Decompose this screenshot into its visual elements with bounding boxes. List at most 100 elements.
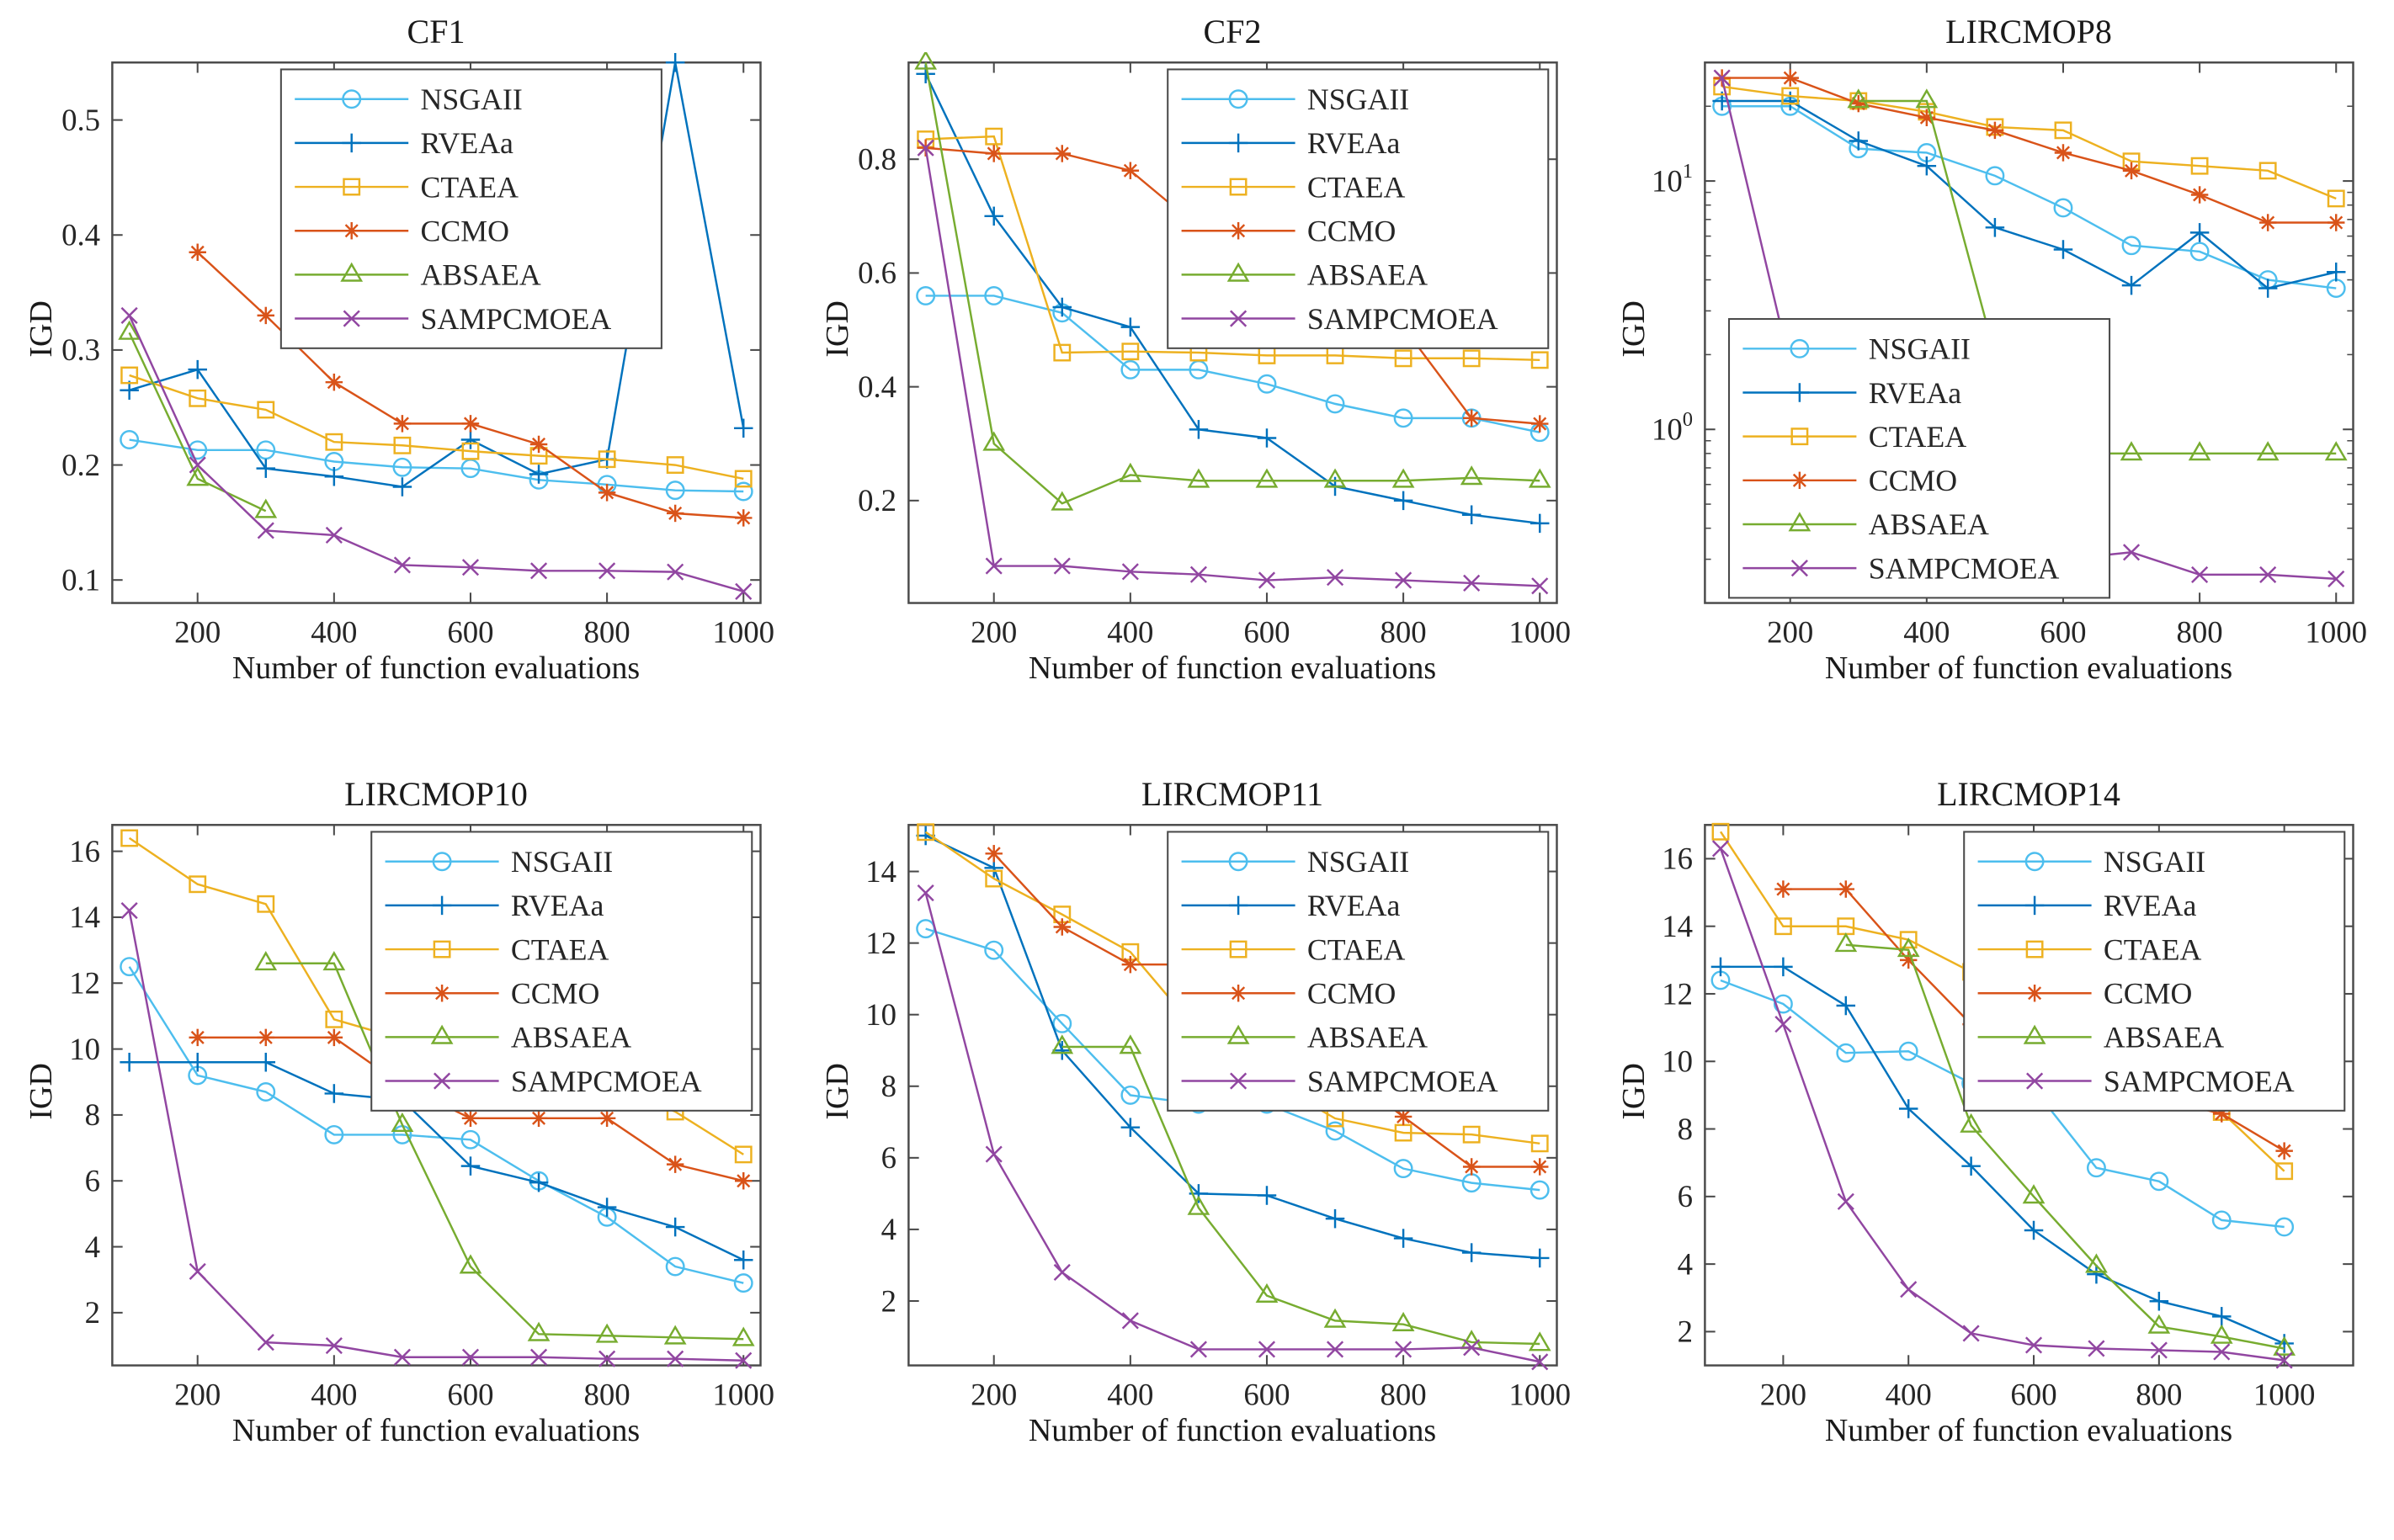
y-tick-label: 0.5	[61, 103, 100, 137]
legend-item-CCMO: CCMO	[1742, 464, 1957, 497]
legend-label: CCMO	[1869, 464, 1957, 497]
x-axis-label: Number of function evaluations	[231, 1412, 641, 1448]
legend-label: CCMO	[2104, 976, 2192, 1010]
x-tick-label: 200	[971, 1377, 1017, 1411]
legend-item-ABSAEA: ABSAEA	[1742, 507, 1989, 541]
legend: NSGAII RVEAa CTAEA CCMO ABSAEA SAMPCMOEA	[370, 831, 753, 1112]
x-tick-label: 800	[2136, 1377, 2182, 1411]
legend-label: RVEAa	[421, 126, 514, 160]
y-tick-label: 16	[1662, 842, 1693, 876]
legend-item-ABSAEA: ABSAEA	[1181, 258, 1428, 292]
chart-body: IGD 200 400 600 800 1000 2 4 6 8 10 12 14 NSGAII RVEA…	[818, 815, 1576, 1417]
series-NSGAII	[1712, 96, 2346, 298]
legend-label: RVEAa	[1307, 126, 1401, 160]
chart-title: CF1	[407, 13, 466, 50]
x-tick-label: 400	[311, 615, 357, 650]
series-SAMPCMOEA	[1711, 840, 2293, 1369]
figure-grid: CF1 IGD 200 400 600 800 1000 0.1 0.2 0.3 0.4 0.5 N…	[22, 12, 2372, 1449]
chart-title: LIRCMOP11	[1141, 774, 1324, 813]
y-axis-label: IGD	[1616, 1063, 1652, 1120]
x-tick-label: 600	[2040, 615, 2086, 650]
legend-label: ABSAEA	[1307, 1021, 1428, 1054]
x-tick-label: 200	[1760, 1377, 1806, 1411]
legend-label: CTAEA	[421, 170, 519, 204]
plot-canvas-lircmop10: 200 400 600 800 1000 2 4 6 8 10 12 14 16 NSGAII RVEAa C…	[69, 823, 774, 1411]
y-tick-label: 16	[69, 834, 100, 868]
y-tick-label: 0.4	[61, 218, 100, 252]
legend-label: NSGAII	[1869, 332, 1971, 366]
legend-item-NSGAII: NSGAII	[1742, 332, 1971, 366]
legend-label: CTAEA	[1869, 420, 1967, 454]
chart-body: IGD 200 400 600 800 1000 100 101 NSGAII RVEAa CTA…	[1615, 52, 2372, 655]
y-tick-label: 0.4	[858, 369, 896, 404]
legend-label: NSGAII	[1307, 82, 1409, 116]
series-ABSAEA	[118, 320, 278, 518]
y-tick-label: 8	[85, 1097, 100, 1132]
x-tick-label: 1000	[1508, 615, 1571, 650]
legend-item-RVEAa: RVEAa	[1977, 889, 2196, 922]
legend-item-CCMO: CCMO	[1181, 214, 1396, 247]
y-tick-label: 4	[1678, 1246, 1693, 1281]
series-RVEAa	[1712, 91, 2346, 298]
axes: 200 400 600 800 1000 2 4 6 8 10 12 14 16	[1662, 823, 2354, 1411]
plot-canvas-cf2: 200 400 600 800 1000 0.2 0.4 0.6 0.8 NSGAII RVEAa C…	[858, 52, 1571, 650]
legend-label: ABSAEA	[511, 1021, 631, 1054]
legend-item-ABSAEA: ABSAEA	[295, 258, 541, 292]
series-CTAEA	[120, 366, 753, 488]
legend-label: CTAEA	[511, 932, 609, 966]
y-tick-label: 12	[865, 926, 896, 960]
y-tick-label: 100	[1652, 408, 1693, 446]
axes: 200 400 600 800 1000 2 4 6 8 10 12 14 16	[69, 823, 774, 1411]
legend-label: ABSAEA	[2104, 1021, 2224, 1054]
x-tick-label: 400	[1107, 615, 1153, 650]
axes: 200 400 600 800 1000 0.2 0.4 0.6 0.8	[858, 61, 1571, 650]
plot-canvas-lircmop14: 200 400 600 800 1000 2 4 6 8 10 12 14 16 NSGAII RVEAa C…	[1662, 822, 2354, 1411]
chart-cf2: CF2 IGD 200 400 600 800 1000 0.2 0.4 0.6 0.8 NSGA…	[818, 12, 1576, 687]
y-axis-label: IGD	[820, 300, 855, 358]
x-tick-label: 200	[971, 615, 1017, 650]
legend-item-SAMPCMOEA: SAMPCMOEA	[1742, 551, 2060, 585]
x-tick-label: 1000	[2253, 1377, 2316, 1411]
series-RVEAa	[120, 1052, 753, 1270]
legend-item-RVEAa: RVEAa	[1181, 126, 1401, 160]
legend-label: RVEAa	[1869, 376, 1962, 410]
series-SAMPCMOEA	[917, 139, 1549, 595]
legend-item-CCMO: CCMO	[385, 976, 599, 1010]
legend-item-RVEAa: RVEAa	[385, 889, 604, 922]
y-tick-label: 6	[1678, 1179, 1693, 1213]
legend-item-NSGAII: NSGAII	[1181, 82, 1409, 116]
x-axis-label: Number of function evaluations	[231, 650, 641, 686]
plot-canvas-cf1: 200 400 600 800 1000 0.1 0.2 0.3 0.4 0.5 NSGAII RVE…	[61, 53, 774, 650]
legend-label: CCMO	[421, 214, 509, 247]
chart-lircmop8: LIRCMOP8 IGD 200 400 600 800 1000 100 101 NSGAI…	[1615, 12, 2372, 687]
y-tick-label: 0.3	[61, 332, 100, 367]
legend: NSGAII RVEAa CTAEA CCMO ABSAEA SAMPCMOEA	[1167, 831, 1550, 1112]
plot-canvas-lircmop8: 200 400 600 800 1000 100 101 NSGAII RVEAa CTAEA CC…	[1652, 61, 2367, 650]
y-tick-label: 12	[1662, 976, 1693, 1011]
chart-lircmop10: LIRCMOP10 IGD 200 400 600 800 1000 2 4 6 8 10 12 14…	[22, 774, 779, 1449]
chart-lircmop11: LIRCMOP11 IGD 200 400 600 800 1000 2 4 6 8 10 12 14…	[818, 774, 1576, 1449]
series-NSGAII	[916, 286, 1550, 443]
legend-item-RVEAa: RVEAa	[1181, 889, 1401, 922]
series-NSGAII	[120, 430, 753, 502]
x-axis-label: Number of function evaluations	[1028, 650, 1437, 686]
legend-label: RVEAa	[1307, 889, 1401, 922]
legend-item-ABSAEA: ABSAEA	[1181, 1021, 1428, 1054]
legend-item-CCMO: CCMO	[1977, 976, 2192, 1010]
chart-body: IGD 200 400 600 800 1000 0.2 0.4 0.6 0.8 NSGAII RV…	[818, 52, 1576, 655]
chart-body: IGD 200 400 600 800 1000 0.1 0.2 0.3 0.4 0.5 NSGAI…	[22, 52, 779, 655]
chart-title: CF2	[1203, 13, 1262, 50]
x-tick-label: 200	[1767, 615, 1813, 650]
legend-item-SAMPCMOEA: SAMPCMOEA	[1977, 1065, 2295, 1098]
legend-item-SAMPCMOEA: SAMPCMOEA	[1181, 302, 1498, 336]
legend-item-NSGAII: NSGAII	[295, 82, 523, 116]
y-axis-label: IGD	[24, 300, 59, 358]
y-tick-label: 6	[881, 1140, 896, 1175]
x-tick-label: 400	[1903, 615, 1950, 650]
series-SAMPCMOEA	[917, 884, 1549, 1371]
chart-title: LIRCMOP14	[1937, 774, 2120, 813]
x-tick-label: 800	[1381, 615, 1427, 650]
x-tick-label: 200	[174, 615, 221, 650]
x-tick-label: 600	[2010, 1377, 2056, 1411]
legend-label: NSGAII	[1307, 845, 1409, 879]
